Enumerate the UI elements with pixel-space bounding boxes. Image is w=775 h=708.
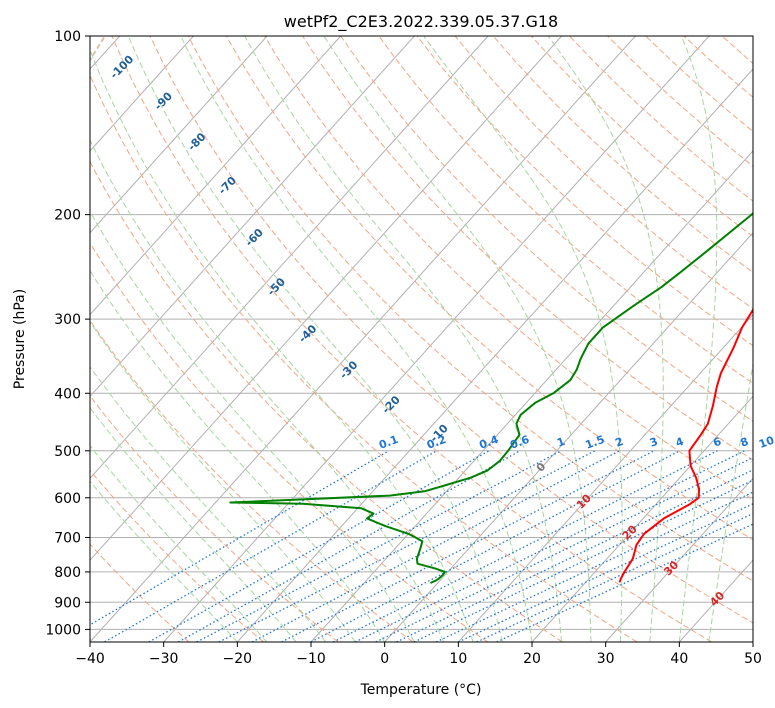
chart-title: wetPf2_C2E3.2022.339.05.37.G18: [284, 12, 558, 32]
x-tick-label: −40: [75, 651, 105, 667]
mixing-ratio-line: [332, 450, 718, 642]
y-tick-label: 300: [54, 312, 81, 328]
y-axis-label: Pressure (hPa): [12, 289, 28, 389]
plot-content: [90, 36, 753, 642]
dry-adiabat-line: [187, 36, 753, 582]
x-tick-label: −10: [296, 651, 326, 667]
y-tick-label: 200: [54, 208, 81, 224]
isotherm-line: [90, 36, 489, 480]
x-tick-label: 40: [670, 651, 688, 667]
isotherm-line: [90, 36, 563, 561]
mixing-ratio-label: 1.5: [584, 433, 607, 452]
dry-adiabat-line: [90, 160, 563, 642]
mixing-ratio-label: 0.4: [477, 433, 500, 452]
dry-adiabat-line: [90, 73, 638, 642]
isotherm-line: [90, 36, 415, 398]
series-lines: [229, 211, 753, 584]
isotherm-line: [90, 36, 342, 316]
mixing-ratio-label: 0.6: [508, 433, 531, 452]
mixing-ratio-line: [148, 450, 490, 642]
dry-adiabat-line: [378, 36, 753, 384]
isotherm-line: [678, 559, 753, 642]
dry-adiabat-line: [416, 36, 753, 347]
mixing-ratio-line: [458, 503, 753, 642]
y-tick-label: 100: [54, 29, 81, 45]
moist-adiabat-line: [90, 444, 268, 642]
moist-adiabat-line: [90, 48, 474, 642]
mixing-ratio-line: [104, 450, 438, 642]
mixing-ratio-line: [178, 450, 521, 642]
isotherm-line: [457, 313, 753, 642]
mixing-ratio-label: 0.1: [377, 433, 400, 452]
mixing-ratio-line: [196, 450, 562, 642]
dry-adiabat-line: [90, 395, 339, 642]
x-tick-label: −30: [149, 651, 179, 667]
moist-adiabat-line: [547, 36, 664, 642]
dewpoint-profile-line: [229, 211, 753, 584]
mixing-ratio-label: 0.2: [425, 433, 448, 452]
mixing-ratio-label: 6: [711, 435, 723, 450]
y-tick-label: 900: [54, 595, 81, 611]
mixing-ratio-label: 2: [613, 435, 625, 450]
y-tick-label: 700: [54, 531, 81, 547]
isotherm-line: [384, 232, 753, 642]
moist-adiabat-line: [90, 139, 445, 642]
x-tick-label: 30: [597, 651, 615, 667]
mixing-ratio-line: [310, 450, 681, 642]
mixing-ratio-label: 10: [757, 433, 775, 451]
mixing-ratio-label: 3: [648, 435, 660, 450]
y-tick-label: 400: [54, 386, 81, 402]
background-lines: [90, 36, 753, 642]
moist-adiabat-line: [90, 407, 297, 642]
dry-adiabat-line: [111, 36, 712, 642]
moist-adiabat-line: [708, 361, 753, 642]
mixing-ratio-line: [218, 450, 596, 642]
mixing-ratio-label: 4: [674, 435, 686, 450]
plot-background: [90, 36, 753, 642]
axes: −40 −30 −20 −10 0 10 20 30 40 5010020030040050060…: [45, 29, 762, 667]
mixing-ratio-line: [354, 450, 745, 642]
y-tick-label: 600: [54, 491, 81, 507]
temperature-profile-line: [618, 308, 753, 583]
x-tick-label: 50: [744, 651, 762, 667]
mixing-ratio-line: [251, 450, 620, 642]
y-tick-label: 800: [54, 565, 81, 581]
mixing-ratio-line: [496, 523, 753, 642]
moist-adiabat-line: [90, 320, 356, 642]
isotherm-line: [310, 150, 753, 642]
dry-adiabat-line: [225, 36, 753, 541]
plot-frame: [89, 35, 754, 643]
x-tick-label: 20: [523, 651, 541, 667]
x-axis-label: Temperature (°C): [360, 682, 482, 698]
moist-adiabat-line: [244, 36, 562, 642]
dry-adiabat-line: [90, 469, 264, 642]
moist-adiabat-line: [90, 480, 238, 642]
mixing-ratio-line: [375, 456, 753, 642]
isotherm-line: [90, 36, 636, 642]
moist-adiabat-line: [90, 269, 386, 642]
isotherm-line: [236, 68, 753, 642]
y-tick-label: 500: [54, 444, 81, 460]
isotherm-line: [605, 477, 753, 642]
moist-adiabat-line: [180, 36, 533, 642]
y-tick-label: 1000: [45, 622, 81, 638]
x-tick-label: 0: [380, 651, 389, 667]
moist-adiabat-line: [90, 210, 415, 642]
moist-adiabat-line: [323, 36, 592, 642]
x-tick-label: 10: [449, 651, 467, 667]
mixing-ratio-label: 8: [739, 435, 751, 450]
moist-adiabat-line: [90, 366, 327, 642]
x-tick-label: −20: [223, 651, 253, 667]
dry-adiabat-line: [90, 242, 488, 642]
dry-adiabat-line: [149, 36, 753, 624]
mixing-ratio-label: 1: [555, 435, 567, 450]
moist-adiabat-line: [423, 36, 623, 642]
dry-adiabat-line: [302, 36, 753, 461]
